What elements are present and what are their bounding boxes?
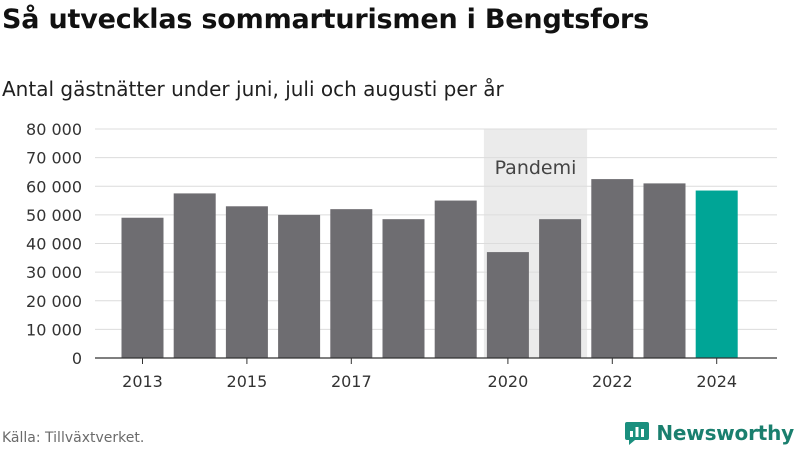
bar-2021: [539, 219, 582, 358]
y-tick-label: 80 000: [26, 120, 82, 139]
y-tick-label: 60 000: [26, 177, 82, 196]
brand-name: Newsworthy: [656, 421, 794, 445]
bar-2016: [278, 214, 321, 358]
chart-title: Så utvecklas sommarturismen i Bengtsfors: [2, 4, 650, 35]
x-tick-label: 2017: [331, 372, 372, 391]
bar-2018: [382, 219, 425, 358]
bar-2014: [173, 193, 216, 358]
x-tick-label: 2015: [227, 372, 268, 391]
y-tick-label: 70 000: [26, 149, 82, 168]
y-tick-label: 0: [72, 349, 82, 368]
y-tick-label: 30 000: [26, 263, 82, 282]
x-tick-label: 2024: [696, 372, 737, 391]
bar-2019: [434, 200, 477, 358]
bar-2015: [225, 206, 268, 358]
x-tick-label: 2020: [488, 372, 529, 391]
chart-subtitle: Antal gästnätter under juni, juli och au…: [2, 77, 504, 101]
y-tick-label: 20 000: [26, 292, 82, 311]
source-note: Källa: Tillväxtverket.: [2, 430, 145, 446]
x-tick-label: 2022: [592, 372, 633, 391]
newsworthy-logo-icon: [625, 422, 650, 445]
y-tick-label: 10 000: [26, 320, 82, 339]
bar-2024: [695, 190, 738, 358]
bar-2023: [643, 183, 686, 358]
x-tick-label: 2013: [122, 372, 163, 391]
newsworthy-brand[interactable]: Newsworthy: [624, 420, 794, 446]
y-tick-label: 50 000: [26, 206, 82, 225]
bar-2017: [330, 209, 373, 358]
y-tick-label: 40 000: [26, 235, 82, 254]
bar-2022: [591, 179, 634, 358]
bar-2013: [121, 217, 164, 358]
bar-2020: [486, 252, 529, 358]
pandemic-label: Pandemi: [495, 157, 577, 179]
bar-chart: 0 10 000 20 000 30 000 40 000 50 000 60 000 70 …: [26, 120, 777, 391]
